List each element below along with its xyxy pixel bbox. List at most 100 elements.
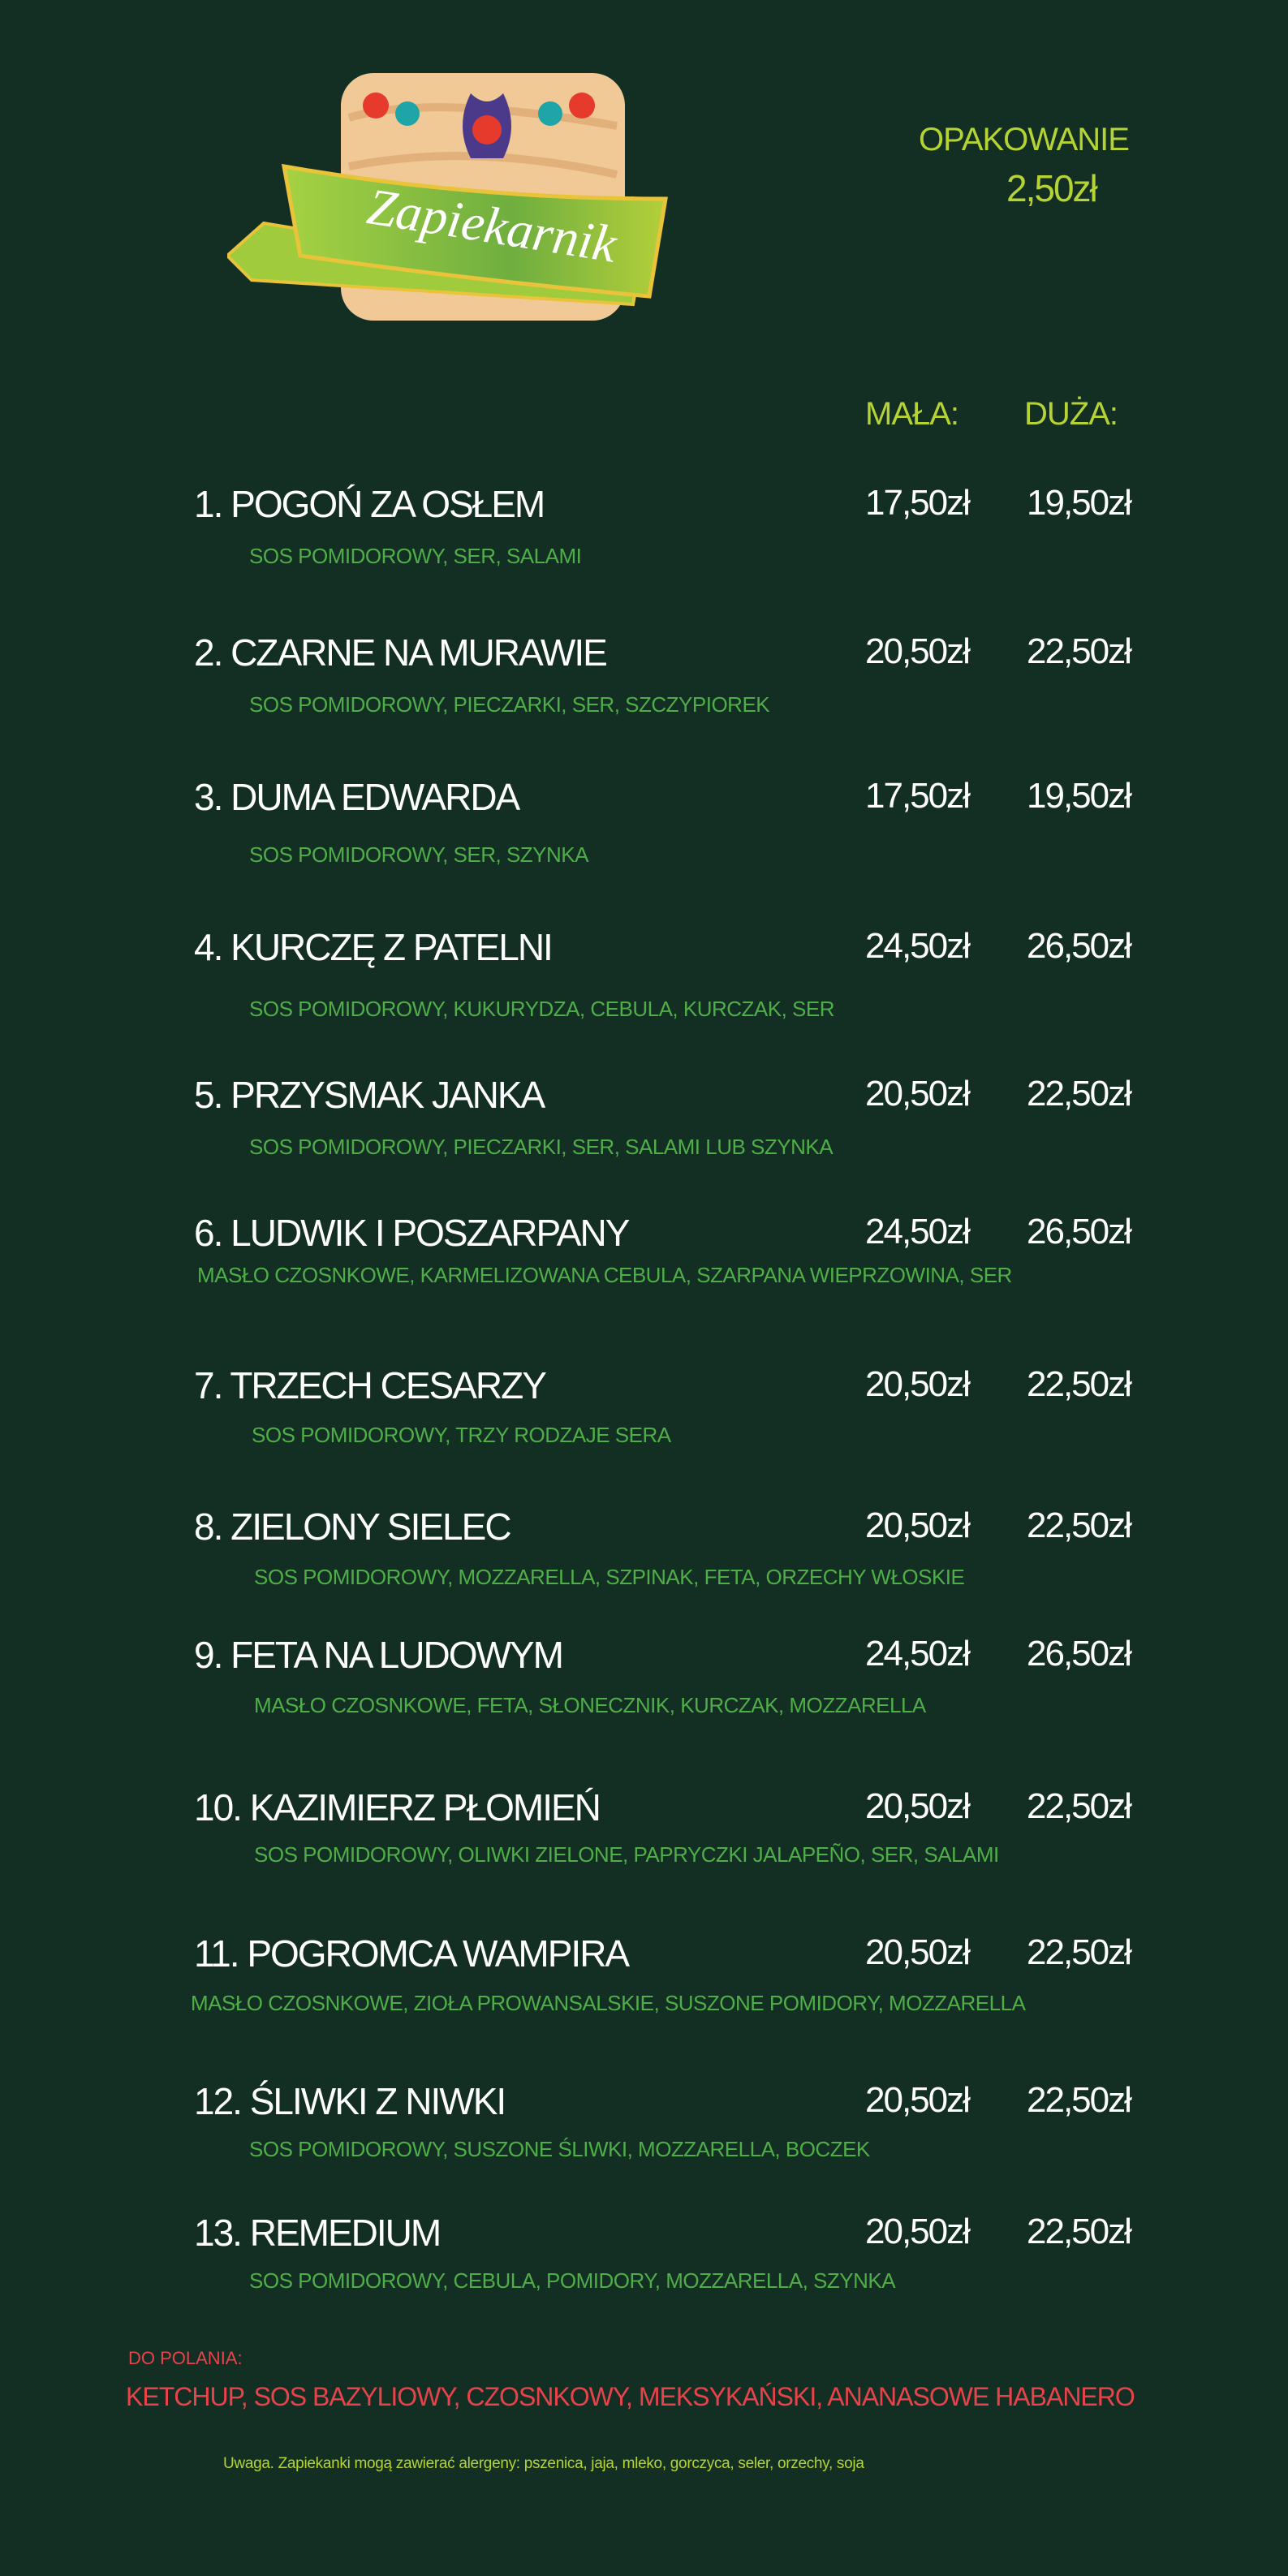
menu-item-price-small-text: 20,50zł [865, 1506, 971, 1545]
zapiekarnik-logo: Zapiekarnik [227, 73, 668, 321]
menu-item-ingredients-text: SOS POMIDOROWY, CEBULA, POMIDORY, MOZZAR… [249, 2268, 896, 2293]
menu-item-name: 3. DUMA EDWARDA [194, 776, 520, 818]
menu-item-name-text: 2. CZARNE NA MURAWIE [194, 631, 608, 674]
menu-item-price-small: 20,50zł [865, 1074, 971, 1114]
menu-item-name: 10. KAZIMIERZ PŁOMIEŃ [194, 1786, 601, 1829]
menu-item-ingredients: SOS POMIDOROWY, CEBULA, POMIDORY, MOZZAR… [249, 2268, 896, 2293]
menu-item-price-large: 22,50zł [1027, 1364, 1132, 1404]
menu-item-ingredients: SOS POMIDOROWY, SUSZONE ŚLIWKI, MOZZAREL… [249, 2139, 870, 2160]
menu-item-ingredients-text: SOS POMIDOROWY, TRZY RODZAJE SERA [252, 1423, 671, 1447]
packaging-price: 2,50zł [1006, 167, 1098, 209]
menu-item-ingredients: SOS POMIDOROWY, TRZY RODZAJE SERA [252, 1424, 671, 1445]
menu-item-price-large-text: 19,50zł [1027, 483, 1132, 523]
menu-item-name: 1. POGOŃ ZA OSŁEM [194, 483, 545, 525]
menu-item-name-text: 11. POGROMCA WAMPIRA [194, 1932, 630, 1975]
menu-item-name-text: 4. KURCZĘ Z PATELNI [194, 926, 554, 968]
menu-item-price-large: 26,50zł [1027, 1212, 1132, 1251]
menu-item-price-small-text: 20,50zł [865, 1074, 971, 1114]
menu-item-price-small-text: 20,50zł [865, 2212, 971, 2251]
allergen-notice: Uwaga. Zapiekanki mogą zawierać alergeny… [223, 2455, 864, 2472]
menu-item-price-large-text: 26,50zł [1027, 1634, 1132, 1674]
menu-item-name: 6. LUDWIK I POSZARPANY [194, 1212, 630, 1254]
menu-item-price-small: 24,50zł [865, 1212, 971, 1251]
menu-item-price-large: 22,50zł [1027, 1506, 1132, 1545]
menu-item-ingredients: MASŁO CZOSNKOWE, ZIOŁA PROWANSALSKIE, SU… [191, 1991, 1026, 2015]
menu-item-price-large: 26,50zł [1027, 926, 1132, 966]
menu-item-name-text: 8. ZIELONY SIELEC [194, 1506, 512, 1548]
menu-item-price-small: 20,50zł [865, 1364, 971, 1404]
menu-item-price-large-text: 22,50zł [1027, 1786, 1132, 1826]
menu-item-price-large-text: 26,50zł [1027, 1212, 1132, 1251]
menu-item-name-text: 10. KAZIMIERZ PŁOMIEŃ [194, 1786, 601, 1829]
menu-item-price-small-text: 20,50zł [865, 1932, 971, 1972]
menu-item-price-small: 20,50zł [865, 2080, 971, 2120]
menu-item-price-small-text: 24,50zł [865, 1212, 971, 1251]
menu-item-ingredients-text: SOS POMIDOROWY, SUSZONE ŚLIWKI, MOZZAREL… [249, 2137, 870, 2161]
menu-item-price-large: 22,50zł [1027, 631, 1132, 671]
menu-item-price-large: 22,50zł [1027, 1786, 1132, 1826]
menu-item-price-small: 20,50zł [865, 1506, 971, 1545]
menu-item-price-small: 24,50zł [865, 928, 971, 964]
menu-item-price-large-text: 22,50zł [1027, 2212, 1132, 2251]
menu-item-ingredients-text: MASŁO CZOSNKOWE, FETA, SŁONECZNIK, KURCZ… [254, 1693, 926, 1717]
menu-item-name: 12. ŚLIWKI Z NIWKI [194, 2080, 506, 2122]
menu-item-ingredients: MASŁO CZOSNKOWE, FETA, SŁONECZNIK, KURCZ… [254, 1695, 926, 1716]
menu-item-price-large: 22,50zł [1027, 1932, 1132, 1972]
menu-item-price-small-text: 20,50zł [865, 1786, 971, 1826]
column-small-header: MAŁA: [865, 396, 959, 432]
menu-item-price-large: 26,50zł [1027, 1634, 1132, 1674]
menu-item-price-large-text: 22,50zł [1027, 2080, 1132, 2120]
menu-item-price-large-text: 22,50zł [1027, 1364, 1132, 1404]
menu-item-name-text: 12. ŚLIWKI Z NIWKI [194, 2080, 506, 2122]
menu-item-price-large: 22,50zł [1027, 2080, 1132, 2120]
menu-item-price-large: 19,50zł [1027, 483, 1132, 523]
menu-item-price-small: 17,50zł [865, 776, 971, 816]
menu-item-price-large: 22,50zł [1027, 1074, 1132, 1114]
column-large-header: DUŻA: [1024, 396, 1118, 432]
menu-item-name-text: 1. POGOŃ ZA OSŁEM [194, 483, 545, 525]
menu-item-ingredients-text: SOS POMIDOROWY, MOZZARELLA, SZPINAK, FET… [254, 1565, 965, 1589]
menu-item-price-small-text: 20,50zł [865, 631, 971, 671]
menu-item-price-large-text: 22,50zł [1027, 1074, 1132, 1114]
menu-item-price-large-text: 22,50zł [1027, 631, 1132, 671]
menu-item-ingredients-text: MASŁO CZOSNKOWE, ZIOŁA PROWANSALSKIE, SU… [191, 1991, 1026, 2015]
menu-item-name: 7. TRZECH CESARZY [194, 1364, 547, 1406]
menu-item-price-small: 17,50zł [865, 483, 971, 523]
menu-item-price-large-text: 22,50zł [1027, 1506, 1132, 1545]
menu-item-ingredients: SOS POMIDOROWY, OLIWKI ZIELONE, PAPRYCZK… [254, 1844, 999, 1865]
menu-item-ingredients: SOS POMIDOROWY, PIECZARKI, SER, SZCZYPIO… [249, 692, 770, 717]
menu-item-name: 4. KURCZĘ Z PATELNI [194, 926, 554, 968]
menu-item-ingredients-text: MASŁO CZOSNKOWE, KARMELIZOWANA CEBULA, S… [197, 1263, 1012, 1287]
menu-item-name: 13. REMEDIUM [194, 2212, 442, 2254]
menu-item-ingredients-text: SOS POMIDOROWY, PIECZARKI, SER, SZCZYPIO… [249, 692, 770, 717]
menu-item-price-small-text: 20,50zł [865, 1364, 971, 1404]
menu-item-name-text: 3. DUMA EDWARDA [194, 776, 520, 818]
menu-item-price-small: 20,50zł [865, 1786, 971, 1826]
menu-item-price-large-text: 22,50zł [1027, 1932, 1132, 1972]
menu-item-price-small-text: 24,50zł [865, 1634, 971, 1674]
menu-item-name: 5. PRZYSMAK JANKA [194, 1074, 545, 1116]
menu-item-ingredients: SOS POMIDOROWY, MOZZARELLA, SZPINAK, FET… [254, 1565, 965, 1589]
menu-item-price-small: 20,50zł [865, 631, 971, 671]
menu-item-price-small-text: 20,50zł [865, 2080, 971, 2120]
menu-item-name-text: 6. LUDWIK I POSZARPANY [194, 1212, 630, 1254]
menu-item-ingredients: SOS POMIDOROWY, SER, SZYNKA [249, 844, 589, 865]
menu-item-name: 2. CZARNE NA MURAWIE [194, 631, 608, 674]
toppings-list: KETCHUP, SOS BAZYLIOWY, CZOSNKOWY, MEKSY… [126, 2382, 1135, 2411]
menu-item-price-large-text: 26,50zł [1027, 926, 1132, 966]
menu-item-price-small-text: 17,50zł [865, 483, 971, 523]
menu-item-name-text: 9. FETA NA LUDOWYM [194, 1634, 564, 1676]
menu-item-ingredients-text: SOS POMIDOROWY, KUKURYDZA, CEBULA, KURCZ… [249, 997, 835, 1021]
menu-item-name: 9. FETA NA LUDOWYM [194, 1634, 564, 1676]
menu-item-name-text: 13. REMEDIUM [194, 2212, 442, 2254]
menu-item-ingredients-text: SOS POMIDOROWY, PIECZARKI, SER, SALAMI L… [249, 1135, 834, 1159]
menu-item-ingredients: SOS POMIDOROWY, PIECZARKI, SER, SALAMI L… [249, 1135, 834, 1159]
packaging-label: OPAKOWANIE [919, 122, 1130, 157]
menu-item-name-text: 7. TRZECH CESARZY [194, 1364, 547, 1406]
menu-item-price-small: 20,50zł [865, 1932, 971, 1972]
menu-item-price-large: 19,50zł [1027, 778, 1132, 814]
menu-item-ingredients: SOS POMIDOROWY, KUKURYDZA, CEBULA, KURCZ… [249, 997, 835, 1021]
menu-item-price-small-text: 17,50zł [865, 776, 971, 816]
toppings-label: DO POLANIA: [128, 2348, 243, 2368]
menu-item-name-text: 5. PRZYSMAK JANKA [194, 1074, 545, 1116]
